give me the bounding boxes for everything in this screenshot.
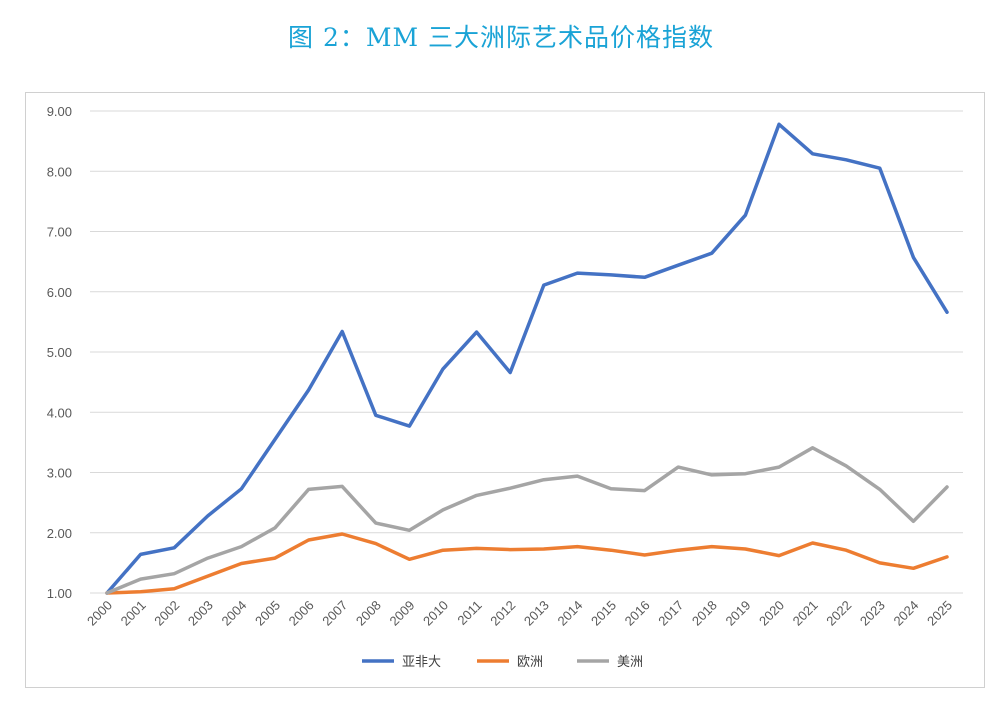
y-tick-label: 9.00 (47, 104, 72, 119)
series-line-0 (105, 122, 949, 595)
y-tick-label: 8.00 (47, 164, 72, 179)
x-tick-label: 2022 (823, 598, 854, 629)
x-tick-label: 2010 (420, 598, 451, 629)
x-tick-label: 2012 (487, 598, 518, 629)
series-line-1 (105, 532, 949, 595)
x-axis-ticks: 2000 2001 2002 2003 2004 2005 2006 2007 2008 2009… (84, 598, 955, 629)
x-tick-label: 2000 (84, 598, 115, 629)
x-tick-label: 2002 (151, 598, 182, 629)
x-tick-label: 2008 (353, 598, 384, 629)
x-tick-label: 2020 (756, 598, 787, 629)
x-tick-label: 2003 (185, 598, 216, 629)
legend-label-1: 欧洲 (517, 655, 543, 670)
x-tick-label: 2018 (689, 598, 720, 629)
x-tick-label: 2021 (790, 598, 821, 629)
x-tick-label: 2024 (890, 598, 921, 629)
y-tick-label: 2.00 (47, 526, 72, 541)
x-tick-label: 2017 (655, 598, 686, 629)
y-axis-ticks: 1.00 2.00 3.00 4.00 5.00 6.00 7.00 8.00 9.00 (47, 104, 72, 601)
y-tick-label: 4.00 (47, 405, 72, 420)
legend: 亚非大 欧洲 美洲 (362, 655, 643, 670)
x-tick-label: 2019 (722, 598, 753, 629)
series-lines (105, 122, 949, 595)
chart-title: 图 2：MM 三大洲际艺术品价格指数 (288, 23, 714, 52)
x-tick-label: 2001 (118, 598, 149, 629)
gridlines (90, 110, 963, 594)
x-tick-label: 2013 (521, 598, 552, 629)
x-tick-label: 2023 (857, 598, 888, 629)
x-tick-label: 2007 (319, 598, 350, 629)
x-tick-label: 2016 (622, 598, 653, 629)
x-tick-label: 2011 (454, 598, 484, 628)
y-tick-label: 3.00 (47, 466, 72, 481)
y-tick-label: 5.00 (47, 345, 72, 360)
x-tick-label: 2015 (588, 598, 619, 629)
y-tick-label: 1.00 (47, 586, 72, 601)
x-tick-label: 2006 (286, 598, 317, 629)
series-line-2 (105, 446, 949, 595)
x-tick-label: 2025 (924, 598, 955, 629)
x-tick-label: 2005 (252, 598, 283, 629)
legend-label-2: 美洲 (617, 655, 643, 670)
legend-label-0: 亚非大 (402, 655, 441, 670)
x-tick-label: 2014 (554, 598, 585, 629)
x-tick-label: 2004 (218, 598, 249, 629)
y-tick-label: 7.00 (47, 225, 72, 240)
chart-frame (25, 92, 985, 688)
x-tick-label: 2009 (386, 598, 417, 629)
y-tick-label: 6.00 (47, 285, 72, 300)
